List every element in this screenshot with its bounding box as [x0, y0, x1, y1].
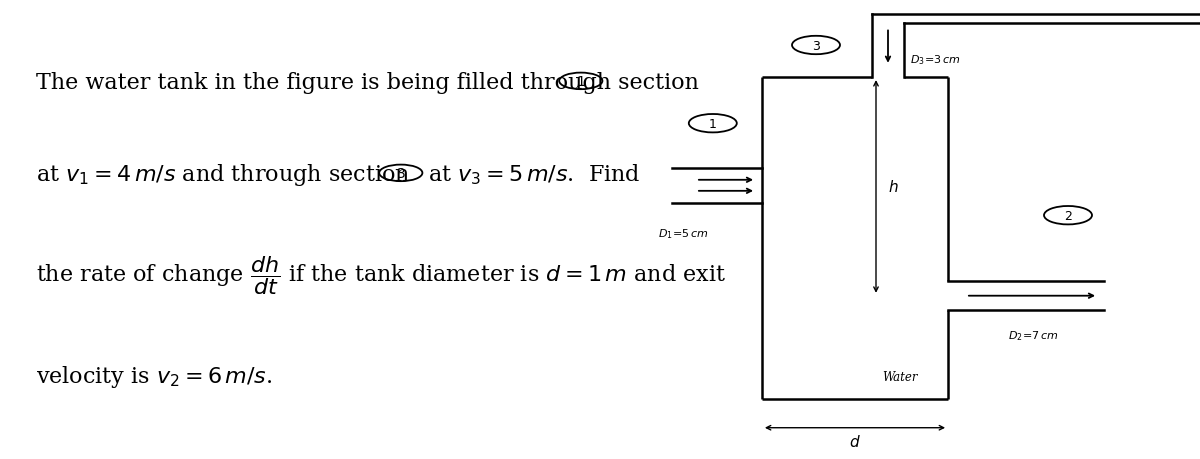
Text: $1$: $1$: [708, 118, 718, 130]
Text: at $v_1 = 4\,m/s$ and through section: at $v_1 = 4\,m/s$ and through section: [36, 162, 410, 187]
Text: $d$: $d$: [850, 433, 860, 448]
Text: the rate of change $\dfrac{dh}{dt}$ if the tank diameter is $d = 1\,m$ and exit: the rate of change $\dfrac{dh}{dt}$ if t…: [36, 254, 726, 297]
Text: $2$: $2$: [1063, 209, 1073, 222]
Text: velocity is $v_2 = 6\,m/s$.: velocity is $v_2 = 6\,m/s$.: [36, 364, 272, 389]
Text: The water tank in the figure is being filled through section: The water tank in the figure is being fi…: [36, 72, 706, 94]
Text: Water: Water: [882, 370, 918, 383]
Text: $1$: $1$: [576, 75, 586, 89]
Text: $3$: $3$: [396, 167, 406, 180]
Text: at $v_3 = 5\,m/s$.  Find: at $v_3 = 5\,m/s$. Find: [428, 162, 641, 187]
Text: $D_3\!=\!3\,cm$: $D_3\!=\!3\,cm$: [910, 53, 960, 67]
Text: $3$: $3$: [811, 39, 821, 52]
Text: $D_1\!=\!5\,cm$: $D_1\!=\!5\,cm$: [658, 227, 708, 241]
Text: $D_2\!=\!7\,cm$: $D_2\!=\!7\,cm$: [1008, 328, 1058, 342]
Text: $h$: $h$: [888, 179, 899, 195]
